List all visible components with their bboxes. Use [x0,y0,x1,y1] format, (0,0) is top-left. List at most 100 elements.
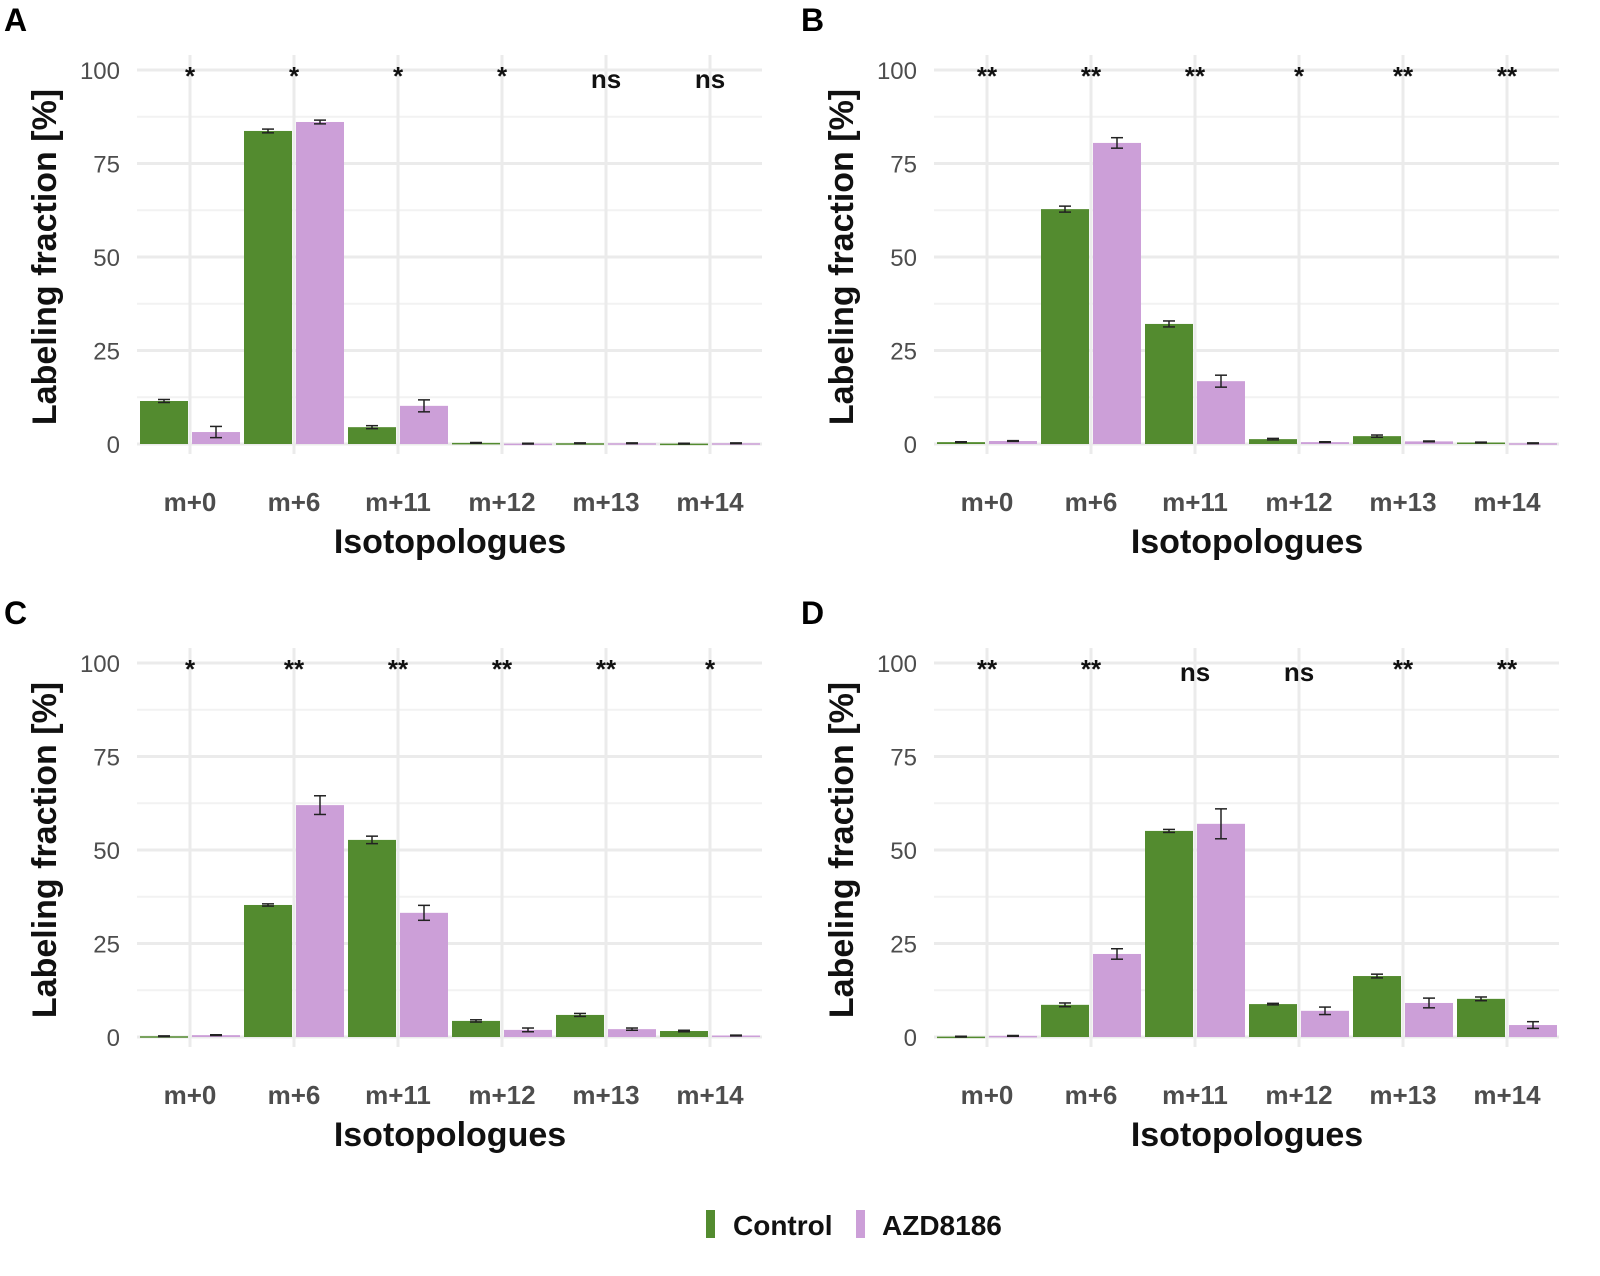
error-bar [1007,439,1019,443]
bar-control-m+14 [1457,998,1505,1037]
error-bar [522,442,534,445]
y-tick-label: 50 [93,838,120,865]
error-bar [314,119,326,125]
y-tick-label: 25 [890,932,917,959]
error-bar [1215,374,1227,388]
legend-swatch-azd8186 [856,1210,865,1238]
bar-azd8186-m+13 [608,1029,656,1037]
error-bar [314,795,326,816]
y-tick-label: 25 [93,932,120,959]
bar-azd8186-m+11 [1197,381,1245,444]
error-bar [626,442,638,445]
significance-label: ** [1081,654,1102,684]
legend-label-azd8186: AZD8186 [882,1210,1002,1241]
x-tick-label: m+11 [1162,1080,1228,1110]
error-bar [730,1034,742,1037]
x-tick-label: m+0 [961,487,1014,517]
error-bar [1059,1002,1071,1008]
significance-label: * [185,61,196,91]
bar-azd8186-m+6 [1093,953,1141,1037]
error-bar [158,1035,170,1038]
error-bar [470,1019,482,1023]
bar-azd8186-m+6 [296,121,344,445]
panel-letter: C [4,595,27,631]
bar-control-m+12 [1249,439,1297,444]
x-tick-label: m+14 [1473,1080,1541,1110]
error-bar [678,1029,690,1033]
significance-label: ns [591,64,621,94]
bar-azd8186-m+11 [1197,823,1245,1037]
y-tick-label: 0 [904,1025,917,1052]
x-tick-label: m+11 [1162,487,1228,517]
bar-azd8186-m+14 [1509,1025,1557,1037]
legend: Control AZD8186 [706,1210,1002,1241]
panel-letter: D [801,595,824,631]
error-bar [955,441,967,444]
y-tick-label: 100 [80,651,120,678]
y-tick-label: 25 [93,339,120,366]
error-bar [1267,437,1279,441]
legend-swatch-control [706,1210,715,1238]
x-tick-label: m+11 [365,1080,431,1110]
panel-letter: A [4,2,27,38]
bar-azd8186-m+11 [400,912,448,1037]
error-bar [1111,947,1123,960]
y-tick-label: 75 [93,152,120,179]
significance-label: * [393,61,404,91]
bar-control-m+13 [1353,976,1401,1037]
bar-control-m+14 [660,1031,708,1037]
error-bar [730,442,742,445]
x-axis-title: Isotopologues [1131,1116,1363,1154]
significance-label: * [497,61,508,91]
x-axis-title: Isotopologues [1131,523,1363,561]
error-bar [574,442,586,445]
legend-label-control: Control [733,1210,833,1241]
error-bar [1423,997,1435,1009]
y-tick-label: 0 [904,432,917,459]
bar-azd8186-m+0 [989,441,1037,444]
significance-label: ns [1284,657,1314,687]
bar-control-m+6 [244,130,292,444]
significance-label: ** [977,654,998,684]
error-bar [1475,996,1487,1002]
bar-azd8186-m+13 [1405,441,1453,444]
panel-letter: B [801,2,824,38]
significance-label: * [289,61,300,91]
significance-label: ** [596,654,617,684]
x-tick-label: m+0 [961,1080,1014,1110]
bar-control-m+12 [452,1020,500,1037]
x-tick-label: m+11 [365,487,431,517]
bar-control-m+11 [1145,323,1193,444]
error-bar [1163,828,1175,834]
x-tick-label: m+0 [164,1080,217,1110]
significance-label: ** [1393,61,1414,91]
significance-label: * [185,654,196,684]
panel-b: 0 25 50 75 100 m+0 ** m+6 ** m+11 ** m+12 * m+13 ** m+1… [801,2,1559,561]
significance-label: ** [1497,654,1518,684]
error-bar [1267,1002,1279,1006]
error-bar [522,1027,534,1033]
x-tick-label: m+0 [164,487,217,517]
bar-control-m+6 [1041,209,1089,444]
significance-label: * [1294,61,1305,91]
error-bar [470,441,482,445]
x-tick-label: m+14 [676,1080,744,1110]
bar-azd8186-m+13 [1405,1002,1453,1037]
error-bar [262,903,274,907]
x-tick-label: m+13 [572,1080,639,1110]
x-tick-label: m+14 [676,487,744,517]
x-tick-label: m+6 [1065,1080,1118,1110]
bar-control-m+12 [1249,1004,1297,1037]
y-tick-label: 75 [890,745,917,772]
x-tick-label: m+12 [1265,487,1332,517]
significance-label: * [705,654,716,684]
error-bar [1059,205,1071,213]
bar-control-m+11 [1145,830,1193,1037]
error-bar [1423,440,1435,443]
significance-label: ** [1081,61,1102,91]
error-bar [1527,1020,1539,1030]
error-bar [1319,441,1331,444]
significance-label: ** [1497,61,1518,91]
panel-a: 0 25 50 75 100 m+0 * m+6 * m+11 * m+12 * m+13 ns m+14 ns… [4,2,762,561]
